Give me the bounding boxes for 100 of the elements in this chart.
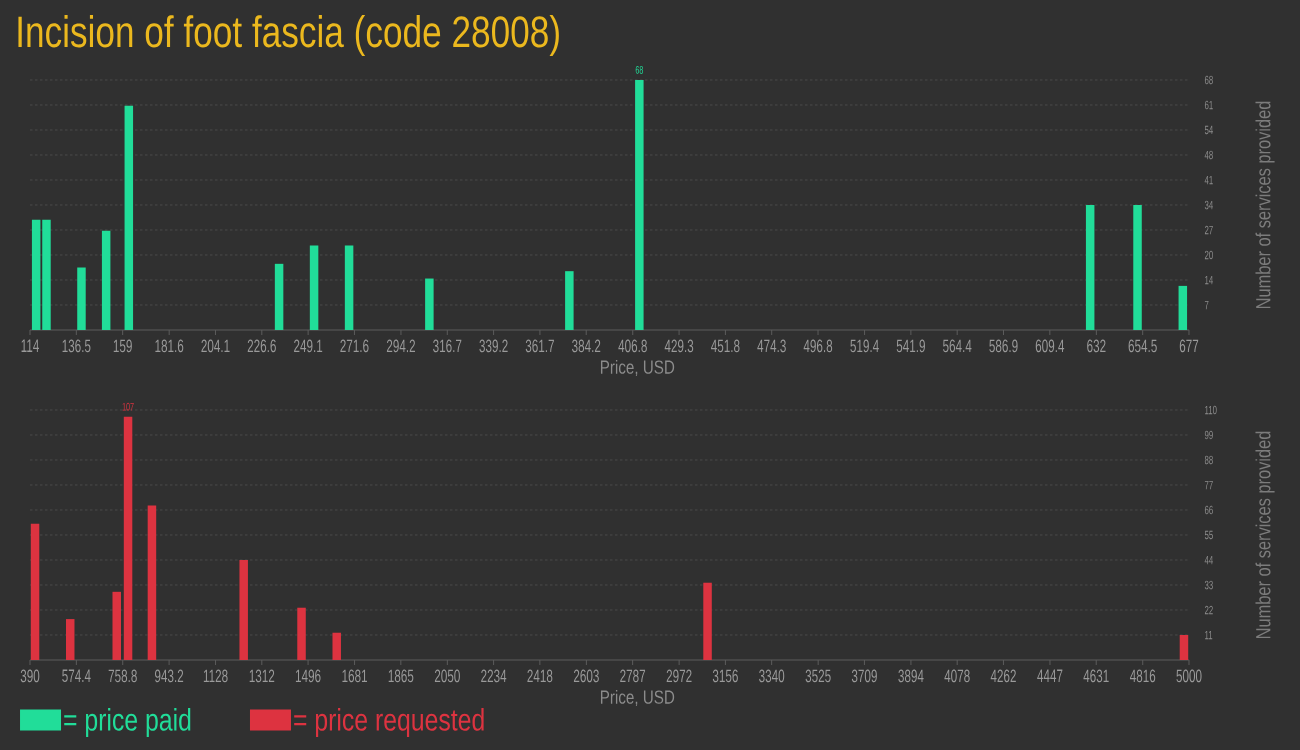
x-tick-label: 564.4 bbox=[943, 339, 972, 353]
x-tick-label: 677 bbox=[1179, 339, 1199, 353]
x-tick-label: 4631 bbox=[1083, 669, 1109, 683]
bar bbox=[635, 80, 644, 330]
x-tick-label: 406.8 bbox=[618, 339, 647, 353]
y-tick-label: 11 bbox=[1205, 630, 1213, 640]
bar bbox=[31, 219, 41, 330]
legend-label: = price requested bbox=[294, 708, 484, 737]
x-tick-label: 361.7 bbox=[525, 339, 554, 353]
y-tick-label: 20 bbox=[1204, 250, 1213, 260]
bar bbox=[101, 230, 111, 330]
data-label: 107 bbox=[122, 402, 134, 411]
x-tick-label: 316.7 bbox=[433, 339, 462, 353]
bar bbox=[1178, 285, 1188, 330]
bar bbox=[123, 416, 133, 660]
y-tick-label: 33 bbox=[1204, 580, 1213, 590]
x-tick-label: 632 bbox=[1087, 339, 1106, 353]
legend-label: = price paid bbox=[64, 708, 191, 737]
x-tick-label: 609.4 bbox=[1035, 339, 1065, 353]
x-tick-label: 758.8 bbox=[108, 669, 137, 683]
x-tick-label: 249.1 bbox=[294, 339, 323, 353]
x-axis-title: Price, USD bbox=[600, 689, 675, 707]
bar bbox=[65, 619, 75, 660]
x-tick-label: 3894 bbox=[898, 669, 924, 683]
x-tick-label: 5000 bbox=[1176, 669, 1202, 683]
x-tick-label: 541.9 bbox=[896, 339, 925, 353]
bar bbox=[344, 245, 354, 330]
y-tick-label: 54 bbox=[1204, 125, 1213, 135]
bar bbox=[1179, 635, 1189, 660]
y-tick-label: 14 bbox=[1205, 275, 1213, 285]
x-tick-label: 451.8 bbox=[711, 339, 740, 353]
x-tick-label: 496.8 bbox=[803, 339, 833, 353]
y-tick-label: 44 bbox=[1204, 555, 1213, 565]
x-tick-label: 2787 bbox=[620, 669, 646, 683]
x-tick-label: 574.4 bbox=[62, 669, 91, 683]
x-tick-label: 4078 bbox=[944, 669, 970, 683]
x-tick-label: 1865 bbox=[388, 669, 414, 683]
x-tick-label: 390 bbox=[20, 669, 40, 683]
y-tick-label: 68 bbox=[1204, 75, 1213, 85]
y-tick-label: 22 bbox=[1204, 605, 1213, 615]
bar bbox=[30, 523, 40, 660]
x-tick-label: 4262 bbox=[990, 669, 1016, 683]
x-tick-label: 519.4 bbox=[850, 339, 879, 353]
x-tick-label: 1128 bbox=[203, 669, 228, 683]
y-tick-label: 55 bbox=[1204, 530, 1213, 540]
y-tick-label: 66 bbox=[1204, 505, 1213, 515]
x-axis-title: Price, USD bbox=[600, 359, 675, 377]
x-tick-label: 204.1 bbox=[201, 339, 230, 353]
x-tick-label: 2418 bbox=[527, 669, 553, 683]
x-tick-label: 2972 bbox=[666, 669, 692, 683]
x-tick-label: 3709 bbox=[851, 669, 877, 683]
bar bbox=[77, 267, 86, 330]
x-tick-label: 136.5 bbox=[62, 339, 91, 353]
y-tick-label: 77 bbox=[1204, 480, 1213, 490]
y-tick-label: 27 bbox=[1204, 225, 1213, 235]
x-tick-label: 1312 bbox=[249, 669, 275, 683]
y-axis-title: Number of services provided bbox=[1255, 101, 1275, 309]
x-tick-label: 4816 bbox=[1129, 669, 1156, 683]
data-label: 68 bbox=[635, 66, 644, 74]
x-tick-label: 2234 bbox=[481, 669, 507, 683]
bar bbox=[1133, 205, 1142, 330]
x-tick-label: 474.3 bbox=[757, 339, 786, 353]
x-tick-label: 384.2 bbox=[572, 339, 601, 353]
x-tick-label: 294.2 bbox=[386, 339, 415, 353]
x-tick-label: 114 bbox=[21, 339, 39, 352]
bar bbox=[147, 505, 157, 660]
x-tick-label: 2603 bbox=[573, 669, 599, 683]
x-tick-label: 1681 bbox=[342, 669, 367, 683]
bar bbox=[42, 219, 51, 330]
y-tick-label: 34 bbox=[1204, 200, 1213, 210]
x-tick-label: 271.6 bbox=[340, 339, 369, 353]
y-tick-label: 7 bbox=[1204, 300, 1209, 310]
x-tick-label: 159 bbox=[113, 339, 132, 353]
x-tick-label: 339.2 bbox=[479, 339, 508, 353]
bar bbox=[332, 632, 341, 660]
x-tick-label: 654.5 bbox=[1128, 339, 1157, 353]
x-tick-label: 4447 bbox=[1037, 669, 1063, 682]
bar bbox=[124, 105, 134, 330]
y-axis-title: Number of services provided bbox=[1255, 431, 1275, 639]
x-tick-label: 1496 bbox=[295, 669, 321, 683]
chart-title: Incision of foot fascia (code 28008) bbox=[18, 15, 559, 57]
x-tick-label: 2050 bbox=[434, 669, 460, 683]
x-tick-label: 226.6 bbox=[247, 339, 276, 353]
y-tick-label: 61 bbox=[1204, 100, 1213, 110]
x-tick-label: 429.3 bbox=[664, 339, 694, 353]
bar bbox=[565, 271, 574, 330]
x-tick-label: 943.2 bbox=[154, 669, 184, 683]
y-tick-label: 88 bbox=[1204, 455, 1213, 465]
bar bbox=[1085, 205, 1095, 330]
bar bbox=[309, 245, 319, 330]
x-tick-label: 3156 bbox=[712, 669, 738, 683]
y-tick-label: 41 bbox=[1204, 175, 1213, 185]
bar bbox=[112, 591, 121, 660]
bar bbox=[239, 560, 248, 660]
bar bbox=[703, 582, 712, 660]
bar bbox=[274, 263, 284, 330]
bar bbox=[425, 278, 434, 330]
y-tick-label: 110 bbox=[1205, 405, 1217, 415]
bar bbox=[297, 607, 306, 660]
y-tick-label: 99 bbox=[1204, 430, 1213, 440]
